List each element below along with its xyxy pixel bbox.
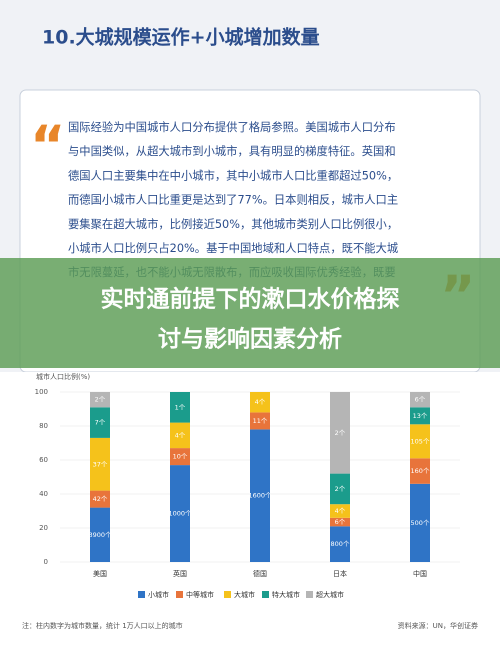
bar-segment — [90, 392, 110, 408]
legend-swatch — [138, 591, 145, 598]
bar-segment — [90, 407, 110, 438]
legend-swatch — [262, 591, 269, 598]
quote-line: 德国人口主要集中在中小城市，其中小城市人口比重都超过50%， — [68, 168, 398, 182]
legend-swatch — [224, 591, 231, 598]
segment-label: 11个 — [253, 417, 268, 425]
overlay-text: 实时通前提下的漱口水价格探 — [101, 286, 400, 313]
quote-line: 小城市人口比例只占20%。基于中国地域和人口特点，既不能大城 — [68, 241, 398, 255]
x-tick-label: 日本 — [333, 569, 347, 578]
bar-segment — [170, 422, 190, 449]
bar-segment — [410, 424, 430, 459]
segment-label: 1600个 — [248, 492, 272, 500]
bar-segment — [410, 392, 430, 408]
quote-line: 要集聚在超大城市，比例接近50%，其他城市类别人口比例很小， — [68, 217, 398, 231]
bar-segment — [410, 458, 430, 484]
y-tick-label: 60 — [39, 456, 48, 464]
overlay-text: 讨与影响因素分析 — [158, 326, 342, 353]
bar-segment — [410, 483, 430, 562]
x-tick-label: 美国 — [93, 569, 107, 578]
segment-label: 500个 — [411, 519, 430, 527]
x-tick-label: 中国 — [413, 569, 427, 578]
segment-label: 2个 — [95, 396, 106, 404]
bar-segment — [250, 412, 270, 430]
legend-swatch — [176, 591, 183, 598]
segment-label: 2个 — [335, 485, 346, 493]
segment-label: 160个 — [411, 467, 430, 475]
y-tick-label: 80 — [39, 422, 48, 430]
segment-label: 2个 — [335, 429, 346, 437]
segment-label: 42个 — [93, 495, 108, 503]
segment-label: 10个 — [173, 453, 188, 461]
bar-segment — [250, 392, 270, 413]
segment-label: 37个 — [93, 460, 108, 468]
segment-label: 13个 — [413, 412, 428, 420]
overlay-band — [0, 258, 500, 368]
chart-source: 资料来源：UN，华创证券 — [398, 621, 478, 630]
bar-segment — [330, 526, 350, 562]
bar-segment — [90, 490, 110, 508]
x-tick-label: 英国 — [173, 569, 187, 578]
title: 10.大城规模运作+小城增加数量 — [42, 26, 320, 49]
legend-label: 大城市 — [234, 590, 255, 599]
y-tick-label: 40 — [39, 490, 48, 498]
bar-segment — [330, 392, 350, 474]
bar-segment — [250, 429, 270, 562]
y-tick-label: 20 — [39, 524, 48, 532]
chart-note: 注：柱内数字为城市数量，统计 1万人口以上的城市 — [22, 621, 183, 630]
y-tick-label: 100 — [35, 388, 48, 396]
legend-label: 小城市 — [148, 590, 169, 599]
segment-label: 7个 — [95, 419, 106, 427]
legend-label: 特大城市 — [272, 590, 300, 599]
segment-label: 1个 — [175, 403, 186, 411]
bar-segment — [330, 517, 350, 527]
y-tick-label: 0 — [44, 558, 48, 566]
quote-line: 而德国小城市人口比重更是达到了77%。日本则相反，城市人口主 — [68, 193, 398, 207]
segment-label: 3900个 — [88, 531, 112, 539]
legend-label: 超大城市 — [316, 590, 344, 599]
segment-label: 4个 — [175, 431, 186, 439]
bar-segment — [330, 504, 350, 518]
bar-segment — [410, 407, 430, 425]
bar-segment — [330, 473, 350, 505]
bar-segment — [90, 507, 110, 562]
segment-label: 105个 — [411, 437, 430, 445]
segment-label: 6个 — [415, 396, 426, 404]
quote-line: 与中国类似，从超大城市到小城市，具有明显的梯度特征。英国和 — [68, 144, 396, 158]
bar-segment — [170, 392, 190, 423]
segment-label: 800个 — [331, 540, 350, 548]
segment-label: 6个 — [335, 518, 346, 526]
y-axis-label: 城市人口比例(%) — [36, 372, 90, 381]
bar-segment — [170, 448, 190, 466]
segment-label: 1000个 — [168, 510, 192, 518]
segment-label: 4个 — [335, 507, 346, 515]
legend-label: 中等城市 — [186, 590, 214, 599]
bar-segment — [90, 437, 110, 491]
x-tick-label: 德国 — [253, 569, 267, 578]
bar-segment — [170, 465, 190, 562]
legend-swatch — [306, 591, 313, 598]
segment-label: 4个 — [255, 398, 266, 406]
quote-open: “ — [30, 115, 66, 178]
quote-line: 国际经验为中国城市人口分布提供了格局参照。美国城市人口分布 — [68, 120, 396, 134]
